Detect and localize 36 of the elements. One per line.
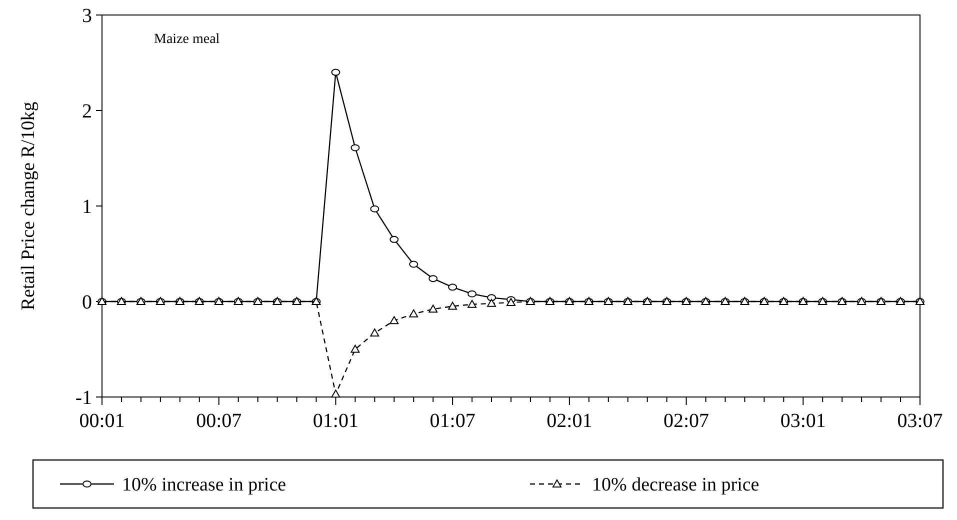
point (409, 260, 418, 268)
point (428, 304, 438, 313)
point (487, 298, 496, 307)
point (506, 298, 516, 306)
point (487, 294, 496, 302)
point (390, 236, 399, 243)
point (428, 275, 438, 282)
legend-label: 10% decrease in price (592, 474, 760, 496)
y-tick-label: 1 (82, 196, 92, 218)
x-tick-label: 01:01 (312, 410, 358, 432)
y-tick-label: 0 (82, 292, 92, 314)
point (468, 300, 477, 308)
x-tick-label: 03:07 (897, 410, 943, 432)
x-tick-label: 01:07 (430, 410, 476, 432)
point (350, 344, 360, 353)
y-tick-label: -1 (75, 387, 92, 409)
point (448, 302, 458, 310)
x-tick-label: 00:07 (196, 410, 242, 432)
point (350, 144, 360, 152)
point (468, 290, 477, 298)
y-axis-title: Retail Price change R/10kg (18, 101, 39, 310)
point (448, 284, 458, 291)
point (409, 309, 418, 318)
x-tick-label: 03:01 (780, 410, 826, 432)
y-tick-label: 2 (82, 100, 92, 122)
point (331, 390, 340, 398)
point (331, 68, 340, 76)
point (390, 316, 399, 324)
x-tick-label: 02:01 (546, 410, 592, 432)
legend-label: 10% increase in price (122, 474, 286, 496)
y-tick-label: 3 (82, 5, 92, 27)
x-tick-label: 02:07 (664, 410, 710, 432)
point (370, 328, 380, 337)
point (370, 205, 380, 212)
annotation: Maize meal (154, 32, 220, 47)
x-tick-label: 00:01 (79, 410, 125, 432)
